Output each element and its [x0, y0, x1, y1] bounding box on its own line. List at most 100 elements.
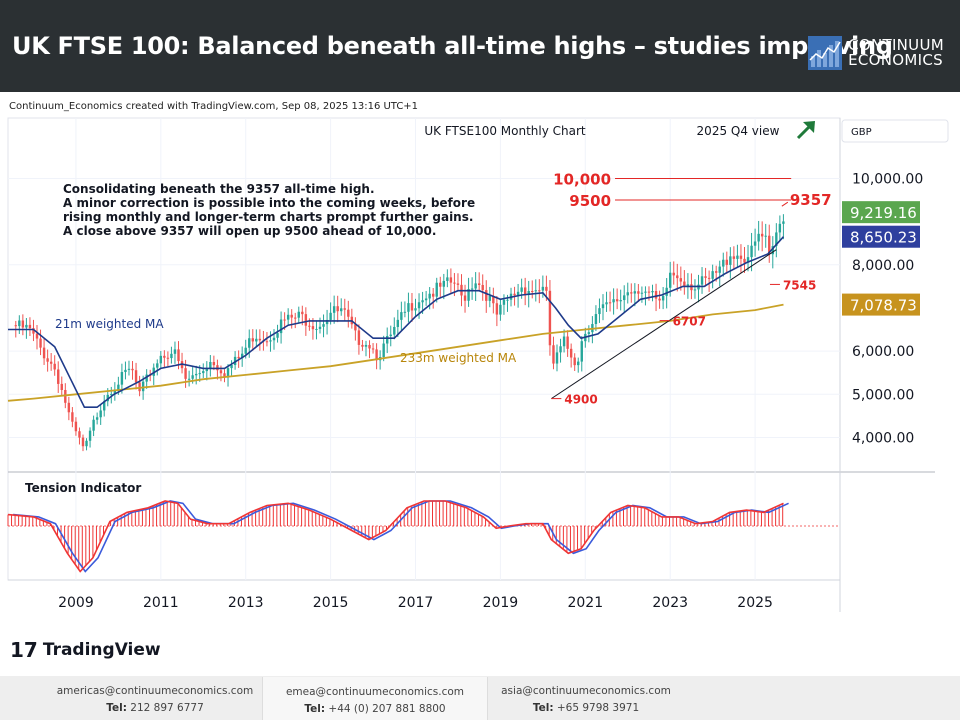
candle	[711, 271, 714, 279]
candle	[347, 309, 350, 317]
contact-email[interactable]: emea@continuumeconomics.com	[285, 686, 465, 698]
year-tick-label: 2019	[483, 595, 519, 611]
candle	[141, 381, 145, 392]
candle	[340, 308, 343, 312]
candle	[233, 356, 237, 366]
candle	[414, 308, 417, 311]
page-title: UK FTSE 100: Balanced beneath all-time h…	[12, 32, 893, 60]
candle	[683, 281, 686, 286]
candle	[676, 275, 679, 279]
candle	[71, 412, 74, 422]
ftse-chart[interactable]: 4,000.00 5,000.00 6,000.00 8,000.00 10,000.0…	[0, 112, 960, 624]
candle	[722, 259, 725, 267]
candle	[513, 293, 516, 296]
candle	[608, 302, 612, 304]
candle	[548, 290, 552, 346]
candle	[371, 348, 375, 350]
candle	[640, 292, 644, 294]
candle	[304, 314, 308, 326]
candle	[14, 325, 17, 327]
candle	[265, 341, 269, 343]
candle	[145, 374, 148, 382]
candle	[654, 291, 658, 299]
candle	[523, 287, 527, 295]
candle	[308, 325, 311, 327]
candle	[21, 320, 25, 328]
contact-email[interactable]: americas@continuumeconomics.com	[56, 685, 254, 697]
candle	[424, 298, 428, 301]
candle	[732, 256, 736, 259]
candle	[431, 293, 435, 297]
price-tick-label: 4,000.00	[852, 430, 914, 446]
contact-asia: asia@continuumeconomics.com Tel: +65 979…	[488, 676, 684, 720]
year-tick-label: 2009	[58, 595, 94, 611]
tradingview-name: TradingView	[42, 640, 161, 660]
candle	[255, 338, 258, 342]
candle	[113, 389, 117, 395]
candle	[357, 330, 361, 345]
candle	[354, 324, 357, 331]
pivot-label: 7545	[783, 278, 816, 292]
candle	[658, 298, 661, 301]
candle	[615, 299, 619, 302]
candle	[495, 303, 499, 315]
candle	[393, 326, 396, 335]
candle	[704, 276, 707, 278]
candle	[775, 232, 778, 247]
year-tick-label: 2011	[143, 595, 179, 611]
candle	[386, 336, 389, 344]
indicator-label: Tension Indicator	[25, 481, 141, 495]
candle	[555, 352, 559, 364]
candle	[467, 289, 470, 301]
commentary-line: Consolidating beneath the 9357 all-time …	[63, 182, 375, 196]
ma-233-tag: 7,078.73	[850, 297, 917, 315]
candle	[481, 285, 484, 291]
candle	[757, 233, 760, 242]
candle	[81, 437, 85, 447]
candle	[53, 363, 56, 370]
candle	[601, 304, 605, 309]
candle	[166, 357, 170, 359]
candle	[506, 299, 509, 301]
candle	[435, 282, 438, 297]
candle	[453, 282, 456, 284]
candle	[57, 369, 60, 384]
candle	[251, 338, 254, 342]
candle	[633, 291, 637, 294]
candle	[644, 291, 647, 293]
candle	[439, 282, 442, 287]
candle	[690, 284, 693, 291]
candle	[39, 338, 42, 348]
commentary-line: rising monthly and longer-term charts pr…	[63, 210, 473, 224]
candle	[746, 257, 750, 263]
contact-email[interactable]: asia@continuumeconomics.com	[501, 685, 671, 697]
candle	[177, 349, 180, 362]
candle	[760, 233, 764, 237]
candle	[219, 370, 223, 374]
up-arrow-icon	[796, 124, 812, 140]
continuum-logo-icon	[808, 36, 843, 70]
candle	[396, 319, 400, 327]
candle	[18, 320, 21, 327]
level-label: 10,000	[553, 170, 611, 188]
candle	[85, 440, 88, 447]
level-label: 9500	[569, 192, 611, 210]
candle	[771, 246, 774, 255]
candle	[463, 295, 467, 301]
candle	[99, 410, 102, 418]
tradingview-logo: 17 TradingView	[10, 638, 161, 662]
candle	[124, 369, 127, 373]
trendline	[551, 249, 777, 400]
candle	[541, 286, 545, 291]
candle	[64, 390, 67, 403]
candle	[421, 300, 424, 303]
candle	[25, 324, 28, 328]
candle	[492, 295, 495, 304]
candle	[400, 312, 403, 320]
candle	[315, 328, 318, 330]
candle	[237, 356, 240, 359]
candle	[782, 221, 785, 224]
currency-box	[841, 119, 949, 143]
indicator-signal-line	[13, 500, 789, 573]
candle	[693, 289, 697, 291]
